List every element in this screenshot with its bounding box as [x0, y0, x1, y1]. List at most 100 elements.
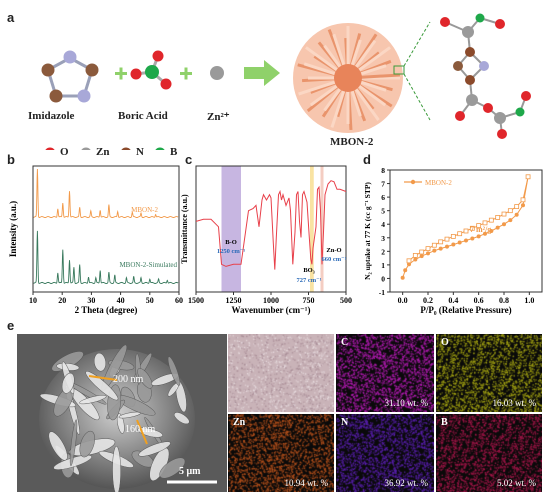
bet-point [525, 174, 531, 180]
legend-zn: Zn [96, 146, 110, 158]
sem-flake [173, 412, 190, 425]
ftir-tick-label: 500 [340, 296, 352, 305]
bet-x-tick-label: 0.6 [474, 296, 484, 305]
bet-point [432, 248, 437, 253]
xrd-ylabel: Intensity (a.u.) [8, 201, 18, 257]
bet-legend-label: MBON-2 [425, 179, 452, 187]
flower-petal [330, 88, 346, 128]
flower-petal [358, 80, 387, 92]
bet-point [444, 236, 450, 242]
bet-y-tick-label: 3 [381, 234, 385, 243]
bet-y-tick-label: 4 [381, 220, 385, 229]
atom-legend [45, 147, 165, 150]
reactant-label-zn: Zn²⁺ [207, 111, 230, 123]
bet-y-tick-label: 1 [381, 261, 385, 270]
bet-point [450, 234, 456, 239]
flower-petal [323, 44, 343, 70]
bet-point [412, 253, 418, 258]
ftir-annotation-bo: B-O [225, 239, 237, 246]
bet-point [445, 244, 449, 249]
ftir-annotation-bo3-value: 727 cm⁻¹ [296, 277, 321, 284]
ftir-tick-label: 1500 [188, 296, 204, 305]
ftir-band [221, 166, 241, 292]
eds-map-zn: Zn 10.94 wt. % [228, 414, 334, 492]
sem-flake [85, 371, 119, 401]
ftir-annotation-bo3: BO₃ [303, 267, 314, 274]
flower-petal [356, 83, 387, 107]
bet-x-tick-label: 0.0 [398, 296, 408, 305]
flower-petal [350, 88, 362, 117]
legend-b: B [170, 146, 178, 158]
mbon-structure-model [440, 13, 531, 139]
sem-flake [79, 430, 95, 458]
reactant-label-boric-acid: Boric Acid [118, 110, 168, 122]
panel-label-b: b [7, 152, 15, 167]
eds-map-o: O 16.03 wt. % [436, 334, 542, 412]
eds-element-n: N [341, 417, 349, 428]
bet-point [451, 242, 456, 247]
xrd-tick-label: 10 [29, 296, 37, 305]
bet-point [457, 240, 462, 245]
bet-point [507, 208, 513, 214]
legend-n: N [136, 146, 144, 158]
eds-element-o: O [441, 337, 449, 348]
xrd-tick-label: 60 [175, 296, 183, 305]
xrd-tick-label: 20 [58, 296, 66, 305]
eds-wt-zn: 10.94 wt. % [284, 478, 329, 488]
sem-flake [159, 457, 186, 479]
bet-point [470, 236, 475, 241]
ftir-annotation-zno-value: 660 cm⁻¹ [321, 256, 346, 263]
xrd-series-line [33, 230, 179, 284]
xrd-chart: 10 20 30 40 50 60 MBON-2 MBON-2-Simulated 2 T… [8, 165, 183, 315]
sem-flake [61, 372, 75, 394]
bet-point [469, 225, 475, 231]
bet-point [464, 238, 468, 243]
bet-annotation: 7 m²/g [470, 225, 491, 234]
bet-point [520, 197, 526, 203]
ftir-ylabel: Transmittance (a.u.) [180, 194, 189, 264]
panel-a-schematic [41, 13, 531, 150]
eds-map-n: N 36.92 wt. % [336, 414, 434, 492]
xrd-series-label-simulated: MBON-2-Simulated [119, 261, 177, 269]
bet-point [403, 268, 408, 273]
flower-petal [356, 46, 391, 73]
eds-wt-b: 5.02 wt. % [497, 478, 536, 488]
xrd-xlabel: 2 Theta (degree) [75, 305, 138, 315]
bet-ylabel: N₂ uptake at 77 K (cc g⁻¹ STP) [363, 182, 372, 280]
bet-point [438, 246, 443, 251]
ftir-chart: 1500 1250 1000 750 500 B-O 1250 cm⁻¹ BO₃ 727… [180, 165, 352, 315]
bet-point [463, 228, 469, 234]
ftir-xlabel: Wavenumber (cm⁻¹) [231, 305, 310, 315]
flower-petal [350, 39, 362, 68]
bet-point [457, 231, 463, 237]
bet-x-tick-label: 0.2 [423, 296, 433, 305]
flower-petal [353, 39, 377, 70]
sem-flake [79, 394, 107, 405]
bet-x-tick-label: 0.4 [448, 296, 458, 305]
bet-point [495, 215, 501, 220]
bet-point [400, 275, 405, 280]
bet-y-tick-label: 6 [381, 193, 385, 202]
bet-point [502, 222, 506, 227]
sem-flake [93, 352, 107, 372]
bet-point [438, 239, 444, 245]
flower-petal [359, 73, 401, 79]
sem-flake [167, 356, 181, 386]
bet-point [514, 212, 519, 217]
xrd-series-label-mbon2: MBON-2 [131, 206, 158, 214]
xrd-tick-label: 50 [146, 296, 154, 305]
bet-x-tick-label: 0.8 [499, 296, 509, 305]
ftir-annotation-zno: Zn-O [326, 247, 341, 254]
ftir-annotation-bo-value: 1250 cm⁻¹ [217, 248, 245, 255]
flower-petal [323, 86, 343, 112]
bet-point [495, 225, 500, 230]
flower-petal [358, 64, 387, 76]
reactant-label-imidazole: Imidazole [28, 110, 75, 122]
sem-size-label-160nm: 160 nm [125, 424, 156, 435]
ftir-band [320, 166, 324, 292]
product-label: MBON-2 [330, 136, 374, 148]
eds-element-zn: Zn [233, 417, 246, 428]
bet-point [419, 249, 425, 255]
bet-point [514, 204, 520, 209]
flower-petal [303, 62, 338, 76]
